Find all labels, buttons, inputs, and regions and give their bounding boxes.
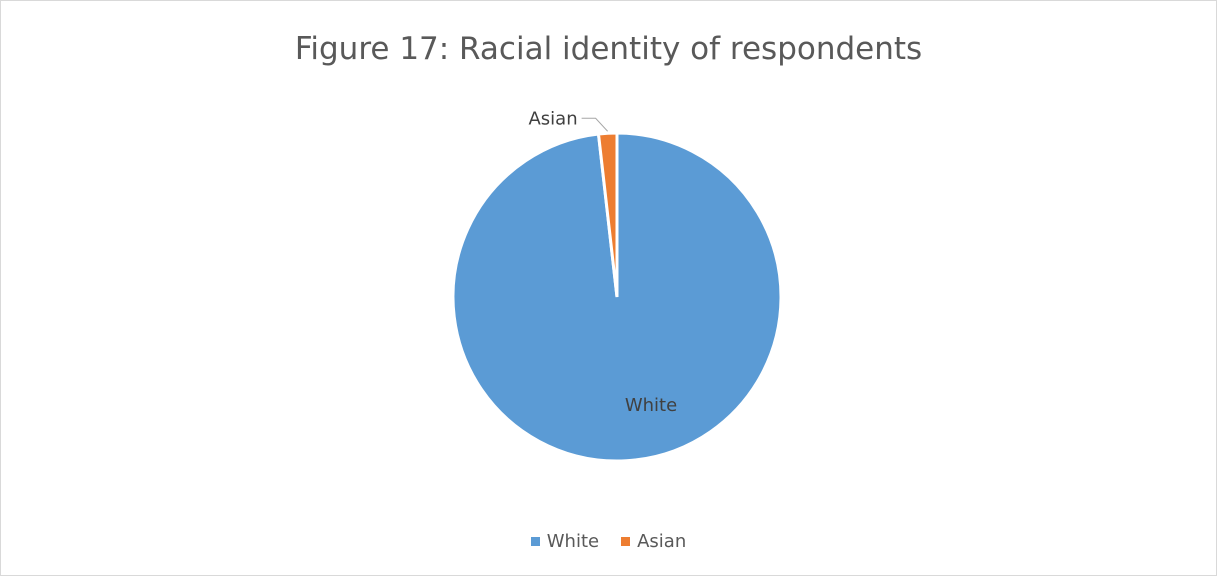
pie-data-labels: White Asian: [528, 108, 677, 416]
data-label-white: White: [625, 395, 677, 416]
legend-swatch-white: [530, 537, 540, 546]
pie-slices: [451, 131, 783, 463]
legend-label-asian: Asian: [637, 531, 687, 552]
legend-swatch-asian: [621, 537, 631, 546]
legend-label-white: White: [546, 531, 600, 552]
legend-item-white: White: [530, 531, 600, 552]
legend: White Asian: [1, 531, 1216, 552]
leader-line-asian: [581, 117, 608, 132]
legend-item-asian: Asian: [621, 531, 686, 552]
chart-title: Figure 17: Racial identity of respondent…: [294, 31, 923, 67]
data-label-asian: Asian: [528, 108, 577, 129]
pie-slice-asian: [596, 131, 619, 298]
